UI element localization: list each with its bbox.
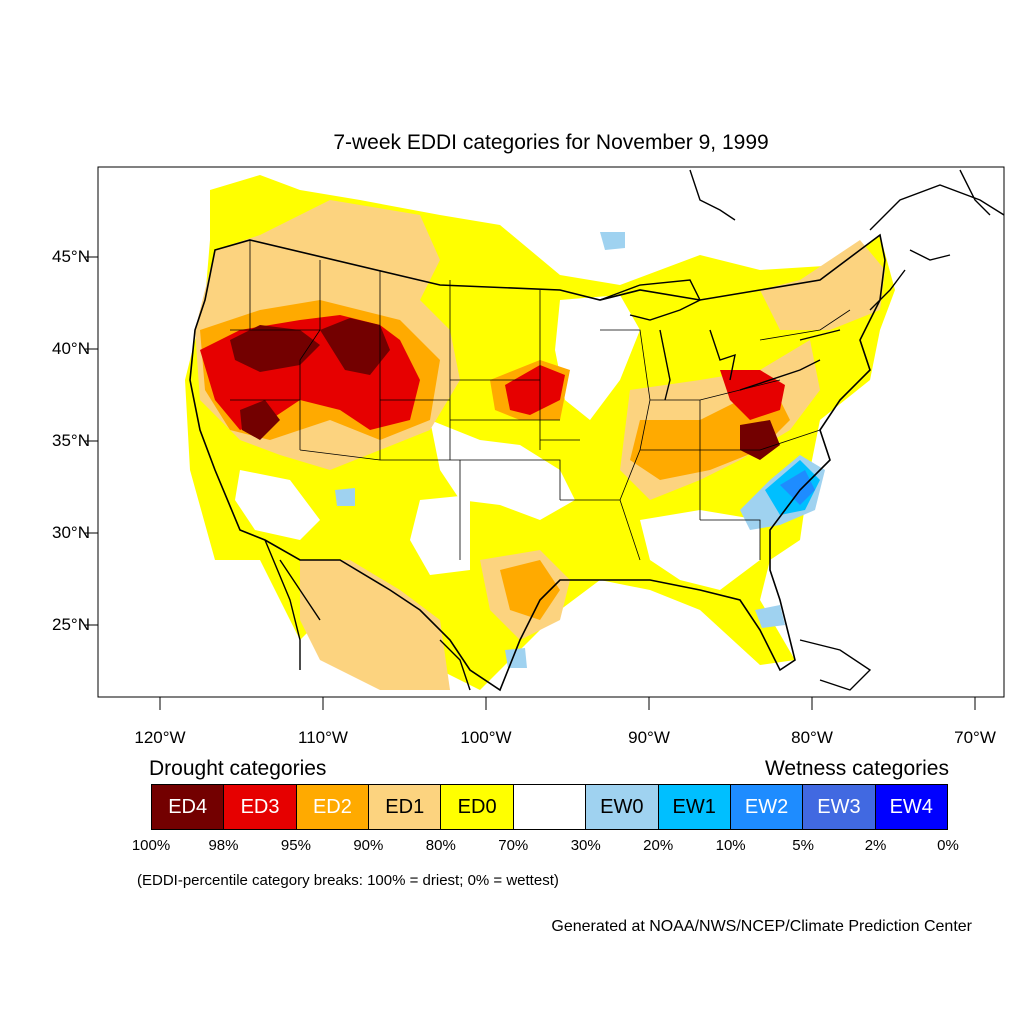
lon-label: 80°W [791, 728, 833, 747]
legend-swatch-near-normal [513, 785, 587, 829]
break-label: 80% [425, 837, 456, 854]
break-label: 30% [570, 837, 601, 854]
map-title: 7-week EDDI categories for November 9, 1… [333, 131, 769, 154]
ed2-texas [500, 560, 560, 620]
lat-label: 35°N [52, 431, 90, 450]
category-legend: ED4 ED3 ED2 ED1 ED0 EW0 EW1 EW2 EW3 EW4 [151, 784, 948, 830]
near-normal-south-central [640, 510, 760, 590]
ed3-iowa [505, 365, 565, 415]
mexico-coast [264, 539, 872, 691]
lon-label: 70°W [954, 728, 996, 747]
ew2-carolinas [780, 470, 815, 505]
drought-categories-heading: Drought categories [149, 757, 327, 780]
ed4-colorado [320, 318, 390, 375]
lon-label: 100°W [460, 728, 512, 747]
lon-label: 120°W [134, 728, 186, 747]
break-label: 20% [643, 837, 674, 854]
state-lines [230, 240, 851, 561]
break-label: 70% [498, 837, 529, 854]
lat-label: 25°N [52, 615, 90, 634]
map-layers [185, 169, 1004, 692]
break-label: 95% [280, 837, 311, 854]
ed1-northeast [760, 240, 885, 330]
us-outline [189, 233, 886, 692]
great-lakes-outline [599, 279, 841, 401]
legend-swatch-ew3: EW3 [803, 785, 876, 829]
lat-ticks [85, 256, 98, 626]
near-normal-midwest [555, 295, 640, 420]
legend-swatch-ed3: ED3 [224, 785, 297, 829]
legend-swatch-ew0: EW0 [586, 785, 659, 829]
break-label: 10% [715, 837, 746, 854]
legend-swatch-ew1: EW1 [658, 785, 731, 829]
break-label: 0% [937, 837, 959, 854]
category-note: (EDDI-percentile category breaks: 100% =… [137, 872, 559, 889]
canada-coast [689, 169, 1004, 311]
near-normal-southwest [235, 470, 320, 540]
break-label: 2% [864, 837, 887, 854]
ew0-great-lakes [600, 232, 625, 250]
near-normal-central-plains [430, 420, 575, 520]
ew0-florida [755, 605, 785, 628]
map-frame [97, 166, 1005, 698]
legend-swatch-ed0: ED0 [441, 785, 514, 829]
legend-swatch-ed1: ED1 [369, 785, 442, 829]
lon-ticks [159, 697, 976, 710]
wetness-categories-heading: Wetness categories [764, 757, 949, 780]
legend-swatch-ed4: ED4 [152, 785, 225, 829]
break-label: 100% [131, 837, 171, 854]
lat-label: 40°N [52, 339, 90, 358]
credit-line: Generated at NOAA/NWS/NCEP/Climate Predi… [551, 918, 972, 935]
lat-label: 45°N [52, 247, 90, 266]
legend-swatch-ew2: EW2 [730, 785, 804, 829]
lon-label: 90°W [628, 728, 670, 747]
ed4-nevada [240, 400, 280, 440]
legend-swatch-ed2: ED2 [296, 785, 370, 829]
legend-swatch-ew4: EW4 [875, 785, 947, 829]
ed1-mexico [300, 560, 450, 690]
lon-label: 110°W [298, 728, 348, 747]
break-label: 90% [353, 837, 384, 854]
near-normal-new-mexico [410, 495, 470, 575]
lat-label: 30°N [52, 523, 90, 542]
ed4-idaho-wyoming [230, 325, 320, 372]
break-label: 5% [792, 837, 814, 854]
ew0-arizona [335, 488, 355, 506]
break-label: 98% [208, 837, 239, 854]
